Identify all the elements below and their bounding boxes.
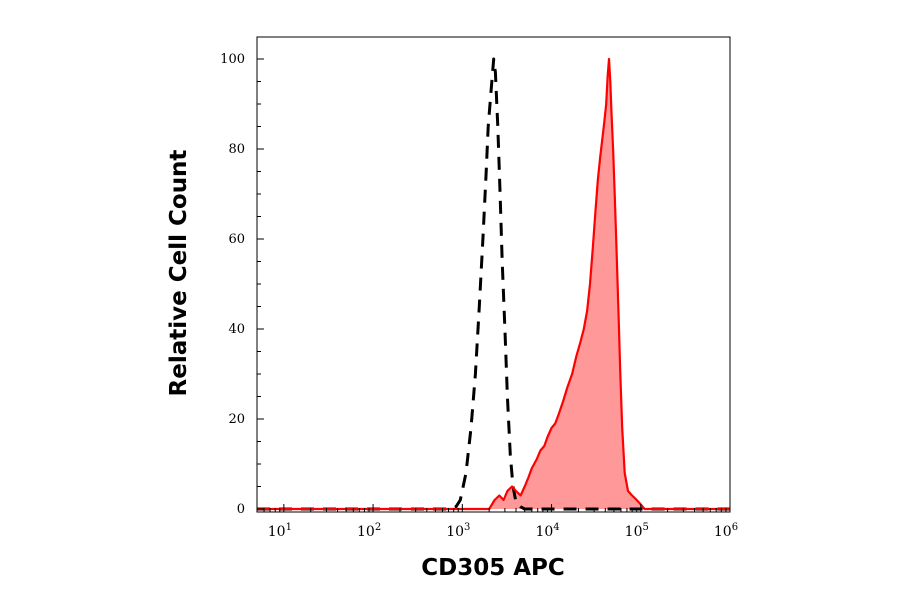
plot-frame [256,36,731,513]
y-tick-label: 40 [228,322,245,337]
y-tick-label: 100 [220,52,245,67]
histogram-lines [257,57,730,511]
y-axis-label: Relative Cell Count [166,150,192,397]
y-tick-label: 20 [228,412,245,427]
x-tick-label: 104 [535,522,559,540]
x-tick-label: 103 [446,522,470,540]
y-tick-label: 0 [237,502,245,517]
x-axis-label: CD305 APC [421,555,565,581]
x-tick-label: 101 [268,522,292,540]
x-tick-label: 105 [625,522,649,540]
y-tick-label: 60 [228,232,245,247]
series-line-1 [257,57,730,511]
x-tick-label: 102 [357,522,381,540]
series-line-0 [257,57,730,511]
x-tick-label: 106 [714,522,738,540]
histogram-fills [257,59,730,509]
series-fill-1 [257,59,730,509]
y-axis: 0 20 40 60 80 100 [220,52,264,517]
y-tick-label: 80 [228,142,245,157]
